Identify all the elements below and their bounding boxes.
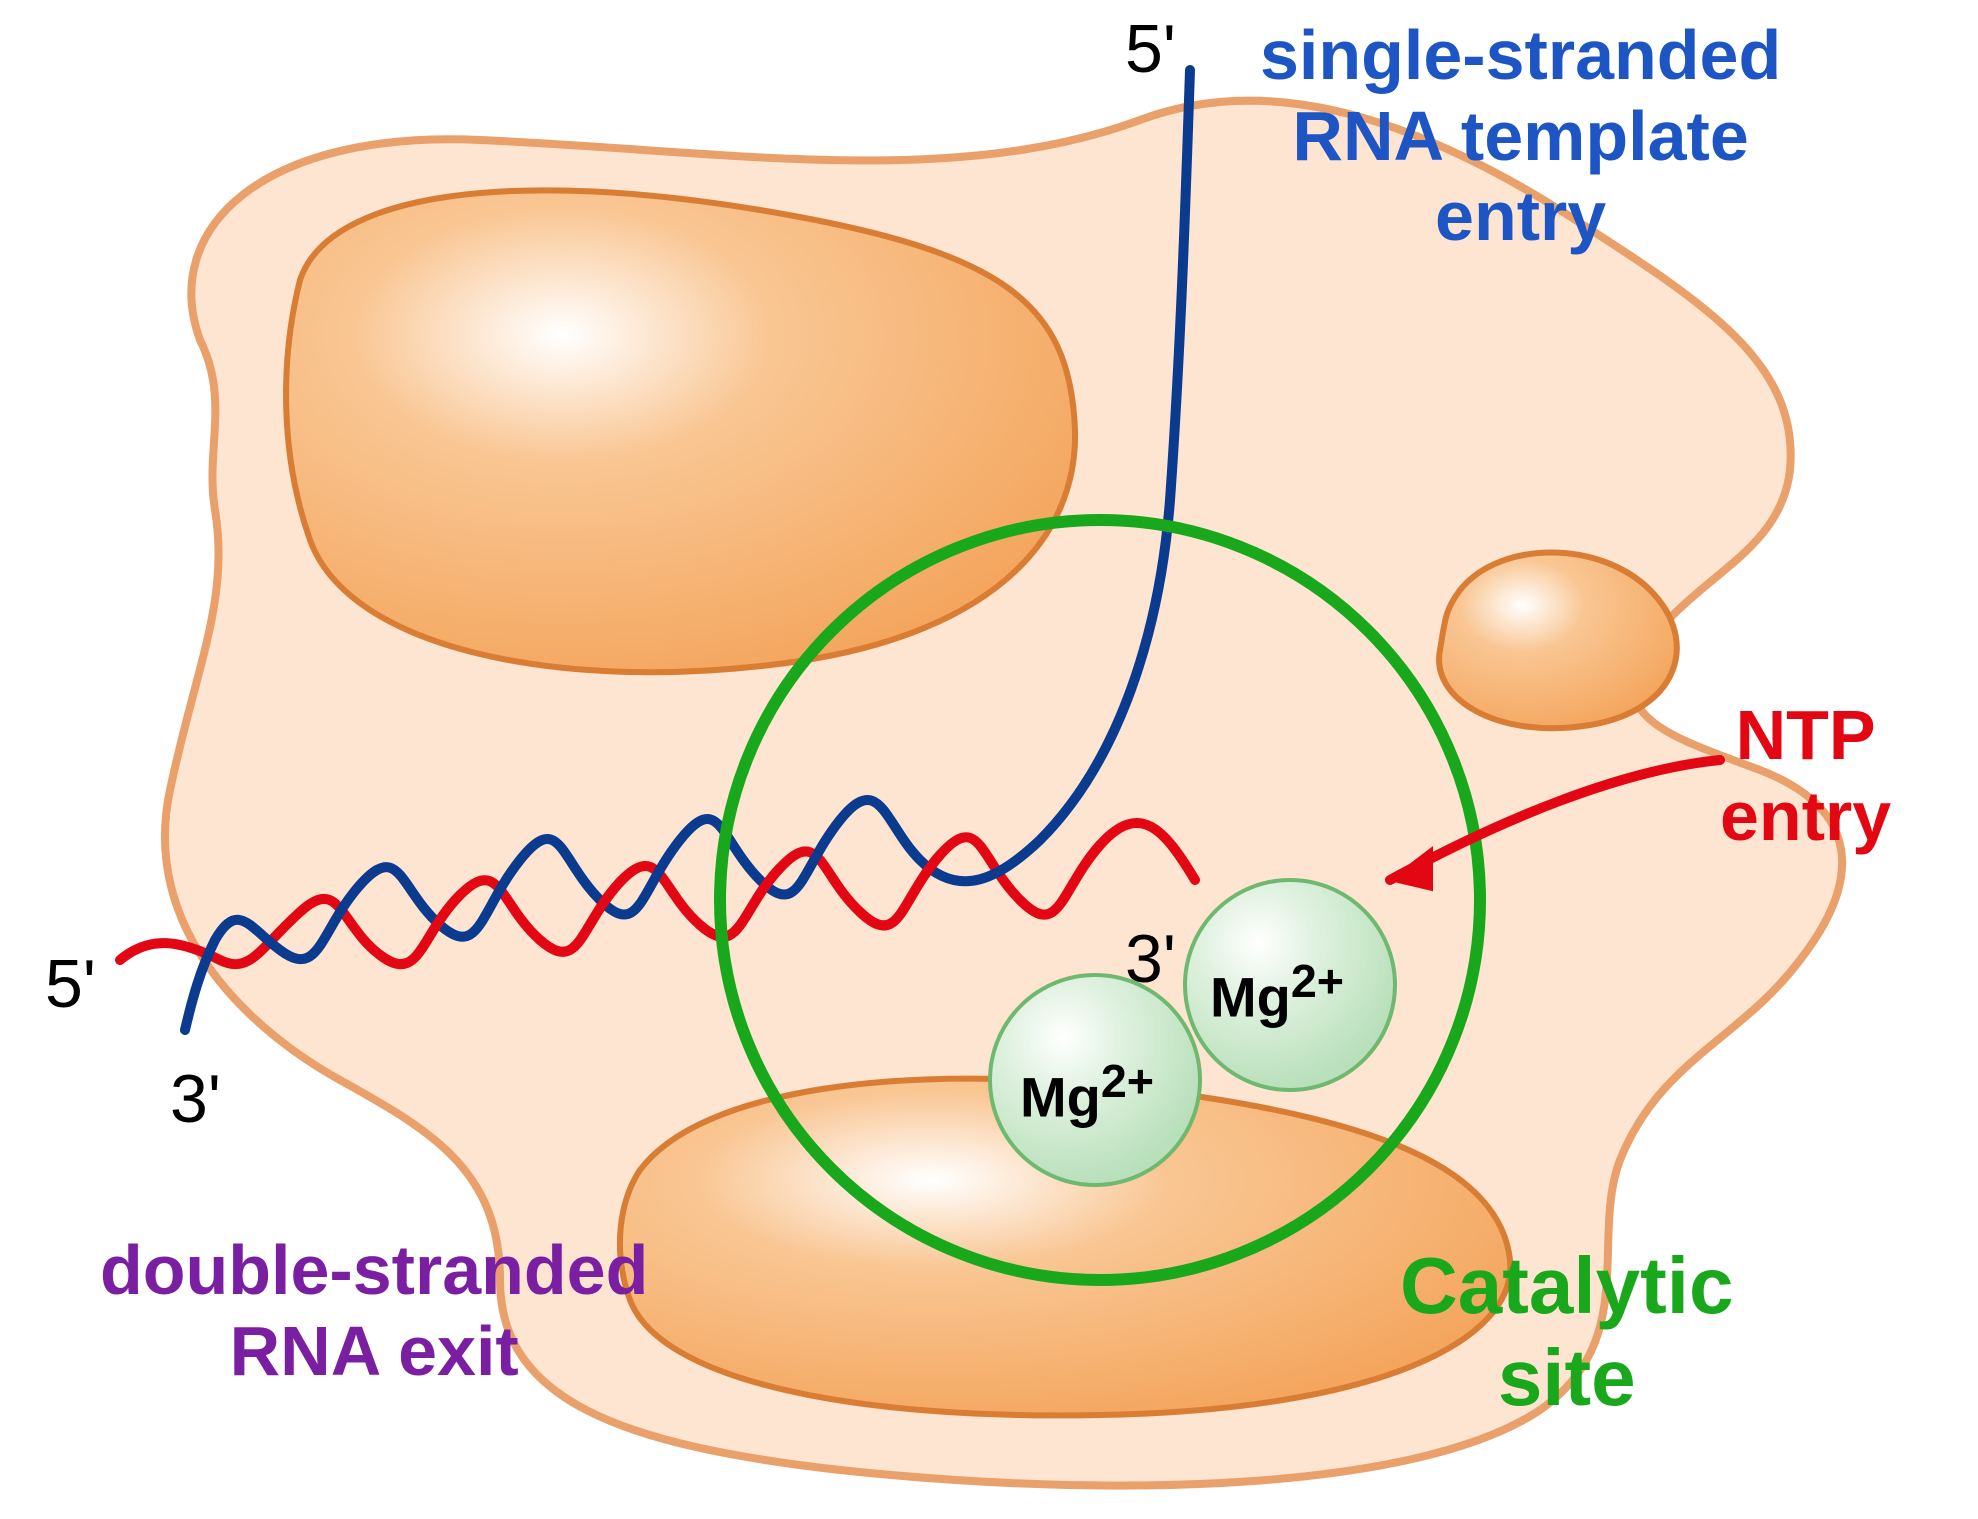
label-5prime-left: 5' [45, 945, 96, 1023]
label-ssrna-entry: single-stranded RNA template entry [1260, 15, 1781, 257]
protein-lobe-1 [1439, 553, 1677, 729]
label-mg-1: Mg2+ [1020, 1055, 1154, 1130]
label-ntp-entry: NTP entry [1720, 695, 1891, 856]
label-5prime-top: 5' [1125, 10, 1176, 88]
label-3prime-mid: 3' [1125, 920, 1176, 998]
label-mg-2: Mg2+ [1210, 955, 1344, 1030]
label-catalytic-site: Catalytic site [1400, 1240, 1733, 1424]
label-dsrna-exit: double-stranded RNA exit [100, 1230, 648, 1391]
protein-lobe-0 [286, 190, 1075, 672]
label-3prime-left: 3' [170, 1060, 221, 1138]
